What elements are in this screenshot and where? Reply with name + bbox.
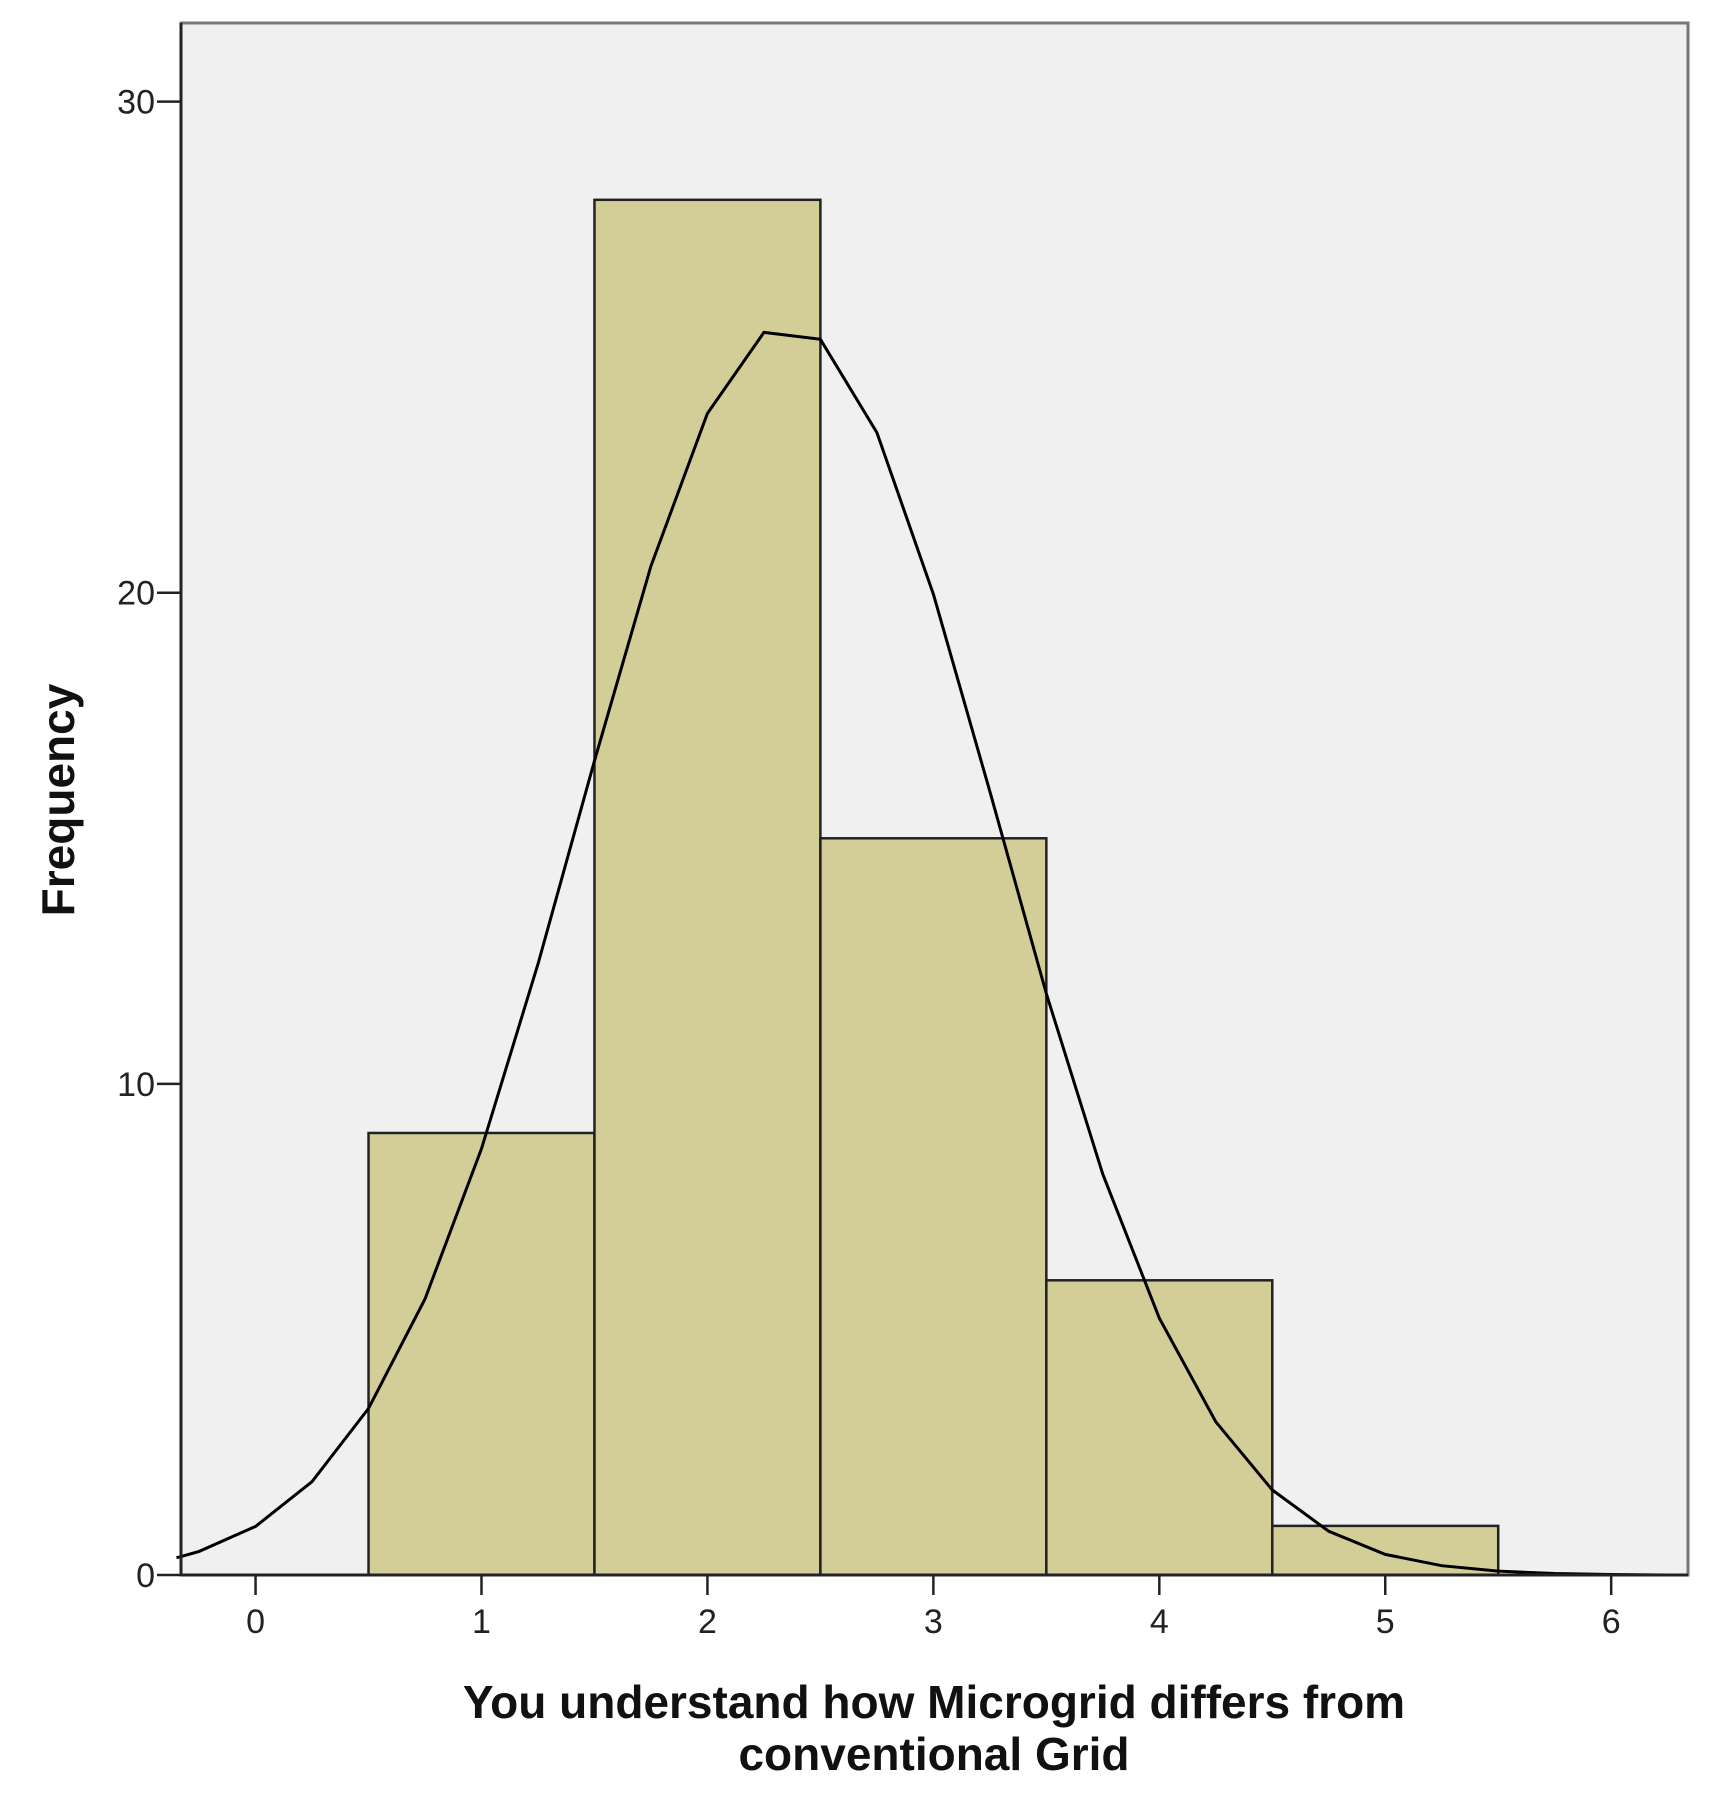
x-axis-label: You understand how Microgrid differs fro…	[462, 1676, 1406, 1780]
bar	[367, 1131, 596, 1577]
bar	[1045, 1279, 1274, 1577]
chart: Frequency 0 10 20 30 0 1 2 3 4 5 6	[32, 21, 1690, 1641]
y-tick-label: 30	[117, 84, 155, 122]
x-tick-label: 2	[698, 1603, 717, 1641]
y-tick-label: 0	[136, 1557, 155, 1595]
x-tick-label: 1	[472, 1603, 491, 1641]
normal-curve	[176, 330, 1668, 1577]
x-tick-label: 5	[1376, 1603, 1395, 1641]
y-tick-label: 10	[117, 1066, 155, 1104]
y-axis-label: Frequency	[32, 683, 84, 916]
x-tick-label: 3	[924, 1603, 943, 1641]
bar	[819, 837, 1048, 1577]
x-tick-label: 6	[1602, 1603, 1621, 1641]
bar	[593, 198, 822, 1577]
y-tick-label: 20	[117, 575, 155, 613]
x-tick-label: 4	[1150, 1603, 1169, 1641]
x-tick-label: 0	[246, 1603, 265, 1641]
